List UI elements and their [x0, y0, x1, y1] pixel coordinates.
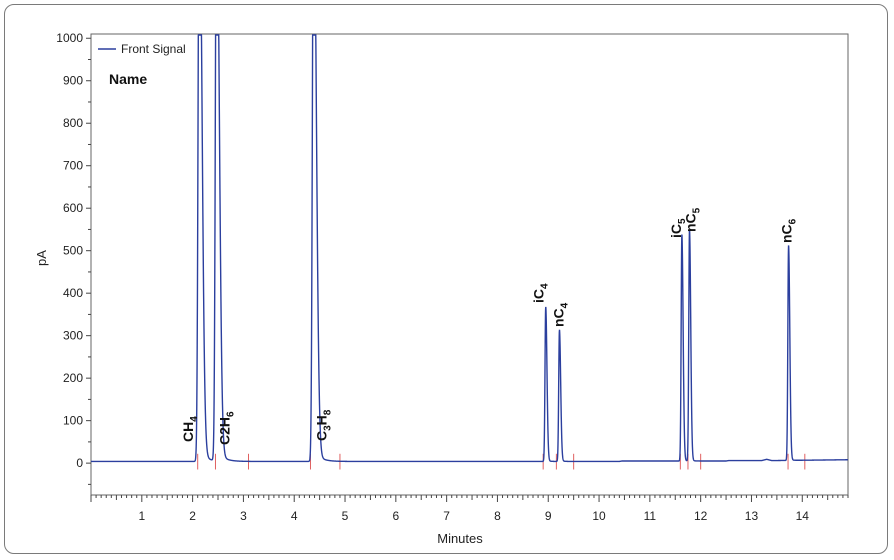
- x-tick-label: 14: [796, 509, 810, 523]
- x-tick-label: 11: [644, 509, 657, 523]
- x-tick-label: 10: [592, 509, 606, 523]
- x-axis-title: Minutes: [437, 531, 483, 546]
- y-tick-label: 100: [63, 414, 83, 428]
- x-tick-label: 12: [694, 509, 708, 523]
- x-tick-label: 8: [494, 509, 501, 523]
- x-tick-label: 3: [240, 509, 247, 523]
- x-tick-label: 13: [745, 509, 759, 523]
- peak-label: C3H8: [314, 409, 334, 441]
- x-tick-label: 9: [545, 509, 552, 523]
- x-tick-label: 4: [291, 509, 298, 523]
- chart-frame: [4, 4, 888, 554]
- y-tick-label: 400: [63, 286, 83, 300]
- y-tick-label: 700: [63, 159, 83, 173]
- x-tick-label: 2: [189, 509, 196, 523]
- y-axis: 0 100 200 300 400 500 600 700 800 900 1000: [56, 31, 91, 485]
- y-tick-label: 800: [63, 116, 83, 130]
- y-axis-title: pA: [34, 250, 49, 266]
- peak-label: C2H6: [217, 411, 237, 445]
- x-axis: 1 2 3 4 5 6 7 8 9 10 11 12 13 14: [90, 495, 849, 523]
- x-tick-label: 5: [342, 509, 349, 523]
- y-tick-label: 500: [63, 244, 83, 258]
- legend-label-front-signal: Front Signal: [121, 42, 186, 56]
- plot-area: [90, 33, 849, 496]
- y-tick-label: 300: [63, 329, 83, 343]
- x-tick-label: 1: [138, 509, 145, 523]
- peak-label: CH4: [180, 416, 200, 442]
- peak-label: nC5: [683, 207, 703, 232]
- x-tick-label: 6: [392, 509, 399, 523]
- y-tick-label: 900: [63, 74, 83, 88]
- front-signal-line: [91, 34, 848, 463]
- y-tick-label: 200: [63, 371, 83, 385]
- peak-label: nC4: [550, 302, 570, 327]
- peak-label: iC4: [531, 283, 551, 303]
- y-tick-label: 600: [63, 201, 83, 215]
- legend: Front Signal: [98, 42, 186, 56]
- x-tick-label: 7: [443, 509, 450, 523]
- name-label: Name: [109, 71, 147, 87]
- y-tick-label: 1000: [56, 31, 83, 45]
- peak-label: iC5: [668, 218, 688, 238]
- y-tick-label: 0: [76, 456, 83, 470]
- peak-label: nC6: [779, 218, 799, 243]
